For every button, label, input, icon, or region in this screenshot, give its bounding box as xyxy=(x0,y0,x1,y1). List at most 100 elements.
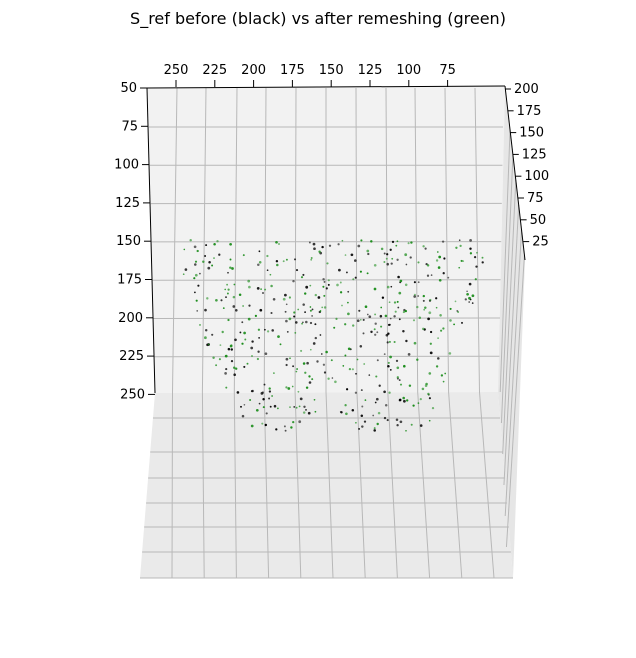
scatter-point xyxy=(227,271,229,274)
x-tick-label: 200 xyxy=(241,63,266,78)
scatter-point xyxy=(241,342,244,345)
scatter-point xyxy=(389,248,392,251)
scatter-point xyxy=(330,359,333,362)
scatter-point xyxy=(266,330,270,333)
scatter-point xyxy=(390,285,393,288)
scatter-point xyxy=(376,422,379,426)
scatter-point xyxy=(355,372,357,375)
scatter-point xyxy=(224,372,227,375)
grid-line xyxy=(233,391,237,579)
scatter-point xyxy=(398,398,402,402)
scatter-point xyxy=(338,268,341,272)
scatter-point xyxy=(360,414,364,418)
scatter-point xyxy=(384,314,388,318)
z-ticks: 200 175 150 125 100 75 50 25 xyxy=(505,82,549,250)
scatter-point xyxy=(194,291,196,294)
scatter-point xyxy=(464,298,467,301)
scatter-point xyxy=(469,252,473,255)
grid-line xyxy=(263,391,270,579)
scatter-point xyxy=(296,368,299,370)
scatter-point xyxy=(404,309,407,313)
scatter-point xyxy=(243,331,246,335)
scatter-point xyxy=(387,361,390,364)
scatter-point xyxy=(239,331,242,334)
scatter-point xyxy=(225,296,227,298)
scatter-point xyxy=(370,330,373,334)
z-tick-label: 50 xyxy=(530,213,547,228)
scatter-point xyxy=(304,371,307,374)
scatter-point xyxy=(405,429,407,432)
scatter-point xyxy=(265,412,268,415)
scatter-point xyxy=(352,324,355,327)
scatter-point xyxy=(249,399,252,401)
scatter-point xyxy=(247,317,251,321)
scatter-point xyxy=(305,285,309,289)
scatter-point xyxy=(204,336,207,340)
scatter-point xyxy=(435,365,439,368)
scatter-point xyxy=(386,419,389,422)
scatter-point xyxy=(277,335,280,338)
scatter-point xyxy=(319,334,322,336)
scatter-point xyxy=(377,411,381,415)
scatter-point xyxy=(238,293,242,297)
scatter-point xyxy=(444,372,447,375)
scatter-point xyxy=(473,255,477,259)
scatter-point xyxy=(260,288,262,290)
grid-line xyxy=(153,317,501,319)
scatter-point xyxy=(455,246,458,249)
scatter-point xyxy=(246,362,249,365)
scatter-point xyxy=(356,319,360,323)
scatter-point xyxy=(323,306,327,309)
scatter-point xyxy=(399,279,403,283)
scatter-point xyxy=(468,282,472,286)
scatter-point xyxy=(398,291,402,295)
scatter-point xyxy=(395,359,399,363)
scatter-point xyxy=(403,399,406,403)
scatter-point xyxy=(213,242,216,246)
scatter-point xyxy=(374,313,377,316)
z-tick-label: 100 xyxy=(524,169,549,184)
scatter-point xyxy=(419,424,423,427)
z-tick-label: 125 xyxy=(522,147,547,162)
scatter-point xyxy=(189,238,192,242)
scatter-point xyxy=(481,256,484,259)
scatter-point xyxy=(347,301,349,304)
scatter-point xyxy=(374,401,377,404)
scatter-point xyxy=(320,353,323,355)
scatter-point xyxy=(417,261,420,264)
scatter-point xyxy=(363,363,366,365)
scatter-point xyxy=(395,418,399,422)
scatter-point xyxy=(391,240,395,244)
scatter-point xyxy=(222,307,225,309)
scatter-point xyxy=(380,325,383,328)
scatter-point xyxy=(449,307,452,310)
scatter-point xyxy=(325,350,328,354)
scatter-point xyxy=(428,311,432,315)
y-tick-label: 175 xyxy=(117,273,142,288)
scatter-point xyxy=(359,270,362,273)
scatter-point xyxy=(205,244,208,247)
scatter-point xyxy=(194,273,198,277)
scatter-point xyxy=(282,297,286,301)
scatter-point xyxy=(399,420,403,424)
scatter-point xyxy=(383,252,386,255)
scatter-point xyxy=(226,292,229,295)
scatter-point xyxy=(362,332,365,335)
chart-title: S_ref before (black) vs after remeshing … xyxy=(130,9,506,29)
grid-line xyxy=(294,391,302,579)
grid-line xyxy=(505,254,525,548)
scatter-point xyxy=(261,422,264,425)
scatter-point xyxy=(385,257,388,260)
scatter-point xyxy=(285,258,288,261)
scatter-point xyxy=(398,318,401,321)
scatter-point xyxy=(366,249,370,253)
scatter-point xyxy=(196,249,199,253)
scatter-point xyxy=(417,281,420,284)
scatter-point xyxy=(308,241,311,244)
scatter-point xyxy=(233,373,236,376)
scatter-point xyxy=(422,299,425,302)
scatter-point xyxy=(224,354,228,358)
scatter-point xyxy=(350,253,354,257)
scatter-point xyxy=(413,295,417,298)
scatter-point xyxy=(340,411,343,414)
